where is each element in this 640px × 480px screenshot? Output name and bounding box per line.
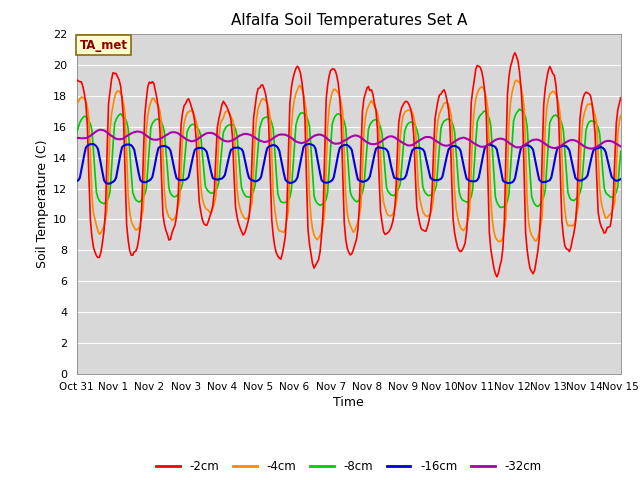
Title: Alfalfa Soil Temperatures Set A: Alfalfa Soil Temperatures Set A [230,13,467,28]
Y-axis label: Soil Temperature (C): Soil Temperature (C) [36,140,49,268]
X-axis label: Time: Time [333,396,364,409]
Text: TA_met: TA_met [79,39,127,52]
Legend: -2cm, -4cm, -8cm, -16cm, -32cm: -2cm, -4cm, -8cm, -16cm, -32cm [151,455,547,478]
